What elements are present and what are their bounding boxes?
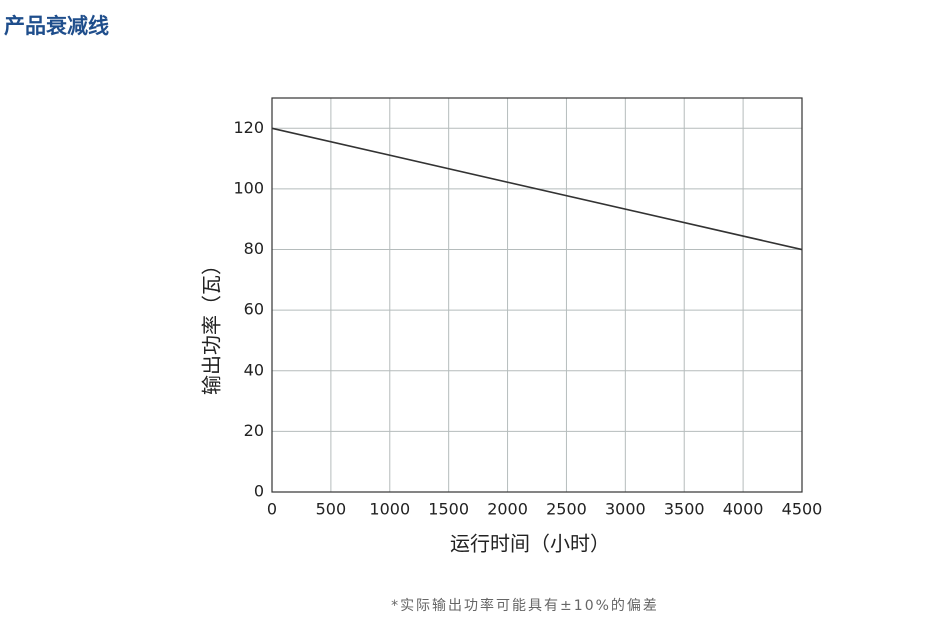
- y-tick-label: 0: [254, 482, 264, 501]
- x-tick-label: 500: [316, 500, 347, 519]
- plot-frame: [271, 97, 803, 493]
- x-tick-label: 0: [267, 500, 277, 519]
- y-tick-label: 40: [244, 360, 264, 379]
- y-tick-label: 100: [233, 178, 264, 197]
- data-line: [271, 127, 803, 251]
- x-tick-label: 3000: [605, 500, 646, 519]
- y-tick-label: 20: [244, 421, 264, 440]
- x-axis-label: 运行时间（小时）: [450, 532, 610, 556]
- y-tick-label: 120: [233, 118, 264, 137]
- y-tick-label: 60: [244, 300, 264, 319]
- x-tick-label: 3500: [664, 500, 705, 519]
- x-tick-label: 4500: [782, 500, 823, 519]
- x-tick-label: 1500: [428, 500, 469, 519]
- x-tick-label: 2000: [487, 500, 528, 519]
- x-tick-label: 4000: [723, 500, 764, 519]
- x-tick-label: 1000: [369, 500, 410, 519]
- footnote: *实际输出功率可能具有±10%的偏差: [391, 597, 659, 614]
- page-title: 产品衰减线: [4, 14, 109, 38]
- x-tick-label: 2500: [546, 500, 587, 519]
- y-tick-label: 80: [244, 239, 264, 258]
- y-axis-label: 输出功率（瓦）: [200, 255, 224, 395]
